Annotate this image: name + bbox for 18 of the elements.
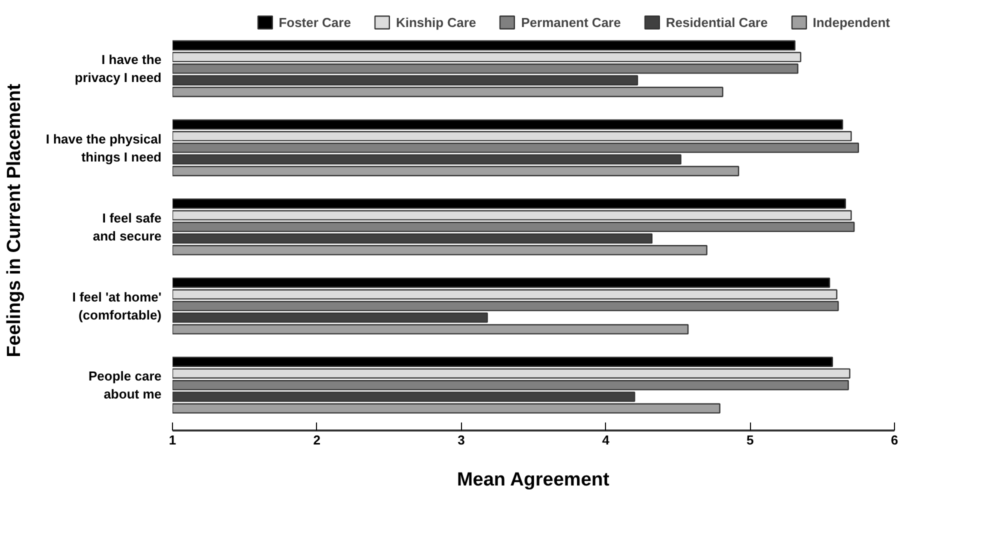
legend-label: Permanent Care (521, 14, 621, 30)
x-tick-label: 6 (890, 432, 898, 448)
x-tick-label: 5 (746, 432, 754, 448)
x-tick-label: 1 (168, 432, 176, 448)
y-axis-title: Feelings in Current Placement (4, 83, 25, 358)
x-axis-title: Mean Agreement (456, 470, 610, 490)
x-tick-label: 3 (458, 432, 465, 448)
y-tick-label: I have the privacy I need (74, 52, 162, 86)
x-tick-label: 4 (602, 432, 610, 448)
legend-label: Independent (812, 14, 890, 30)
legend-label: Foster Care (278, 14, 351, 30)
legend-label: Residential Care (666, 14, 768, 30)
legend-label: Kinship Care (396, 14, 476, 30)
y-tick-label: I feel safe and secure (92, 210, 162, 244)
y-tick-label: People care about me (88, 368, 162, 402)
x-tick-label: 2 (313, 432, 321, 448)
y-tick-label: I feel 'at home' (comfortable) (72, 290, 162, 323)
y-tick-label: I have the physical things I need (46, 131, 162, 164)
